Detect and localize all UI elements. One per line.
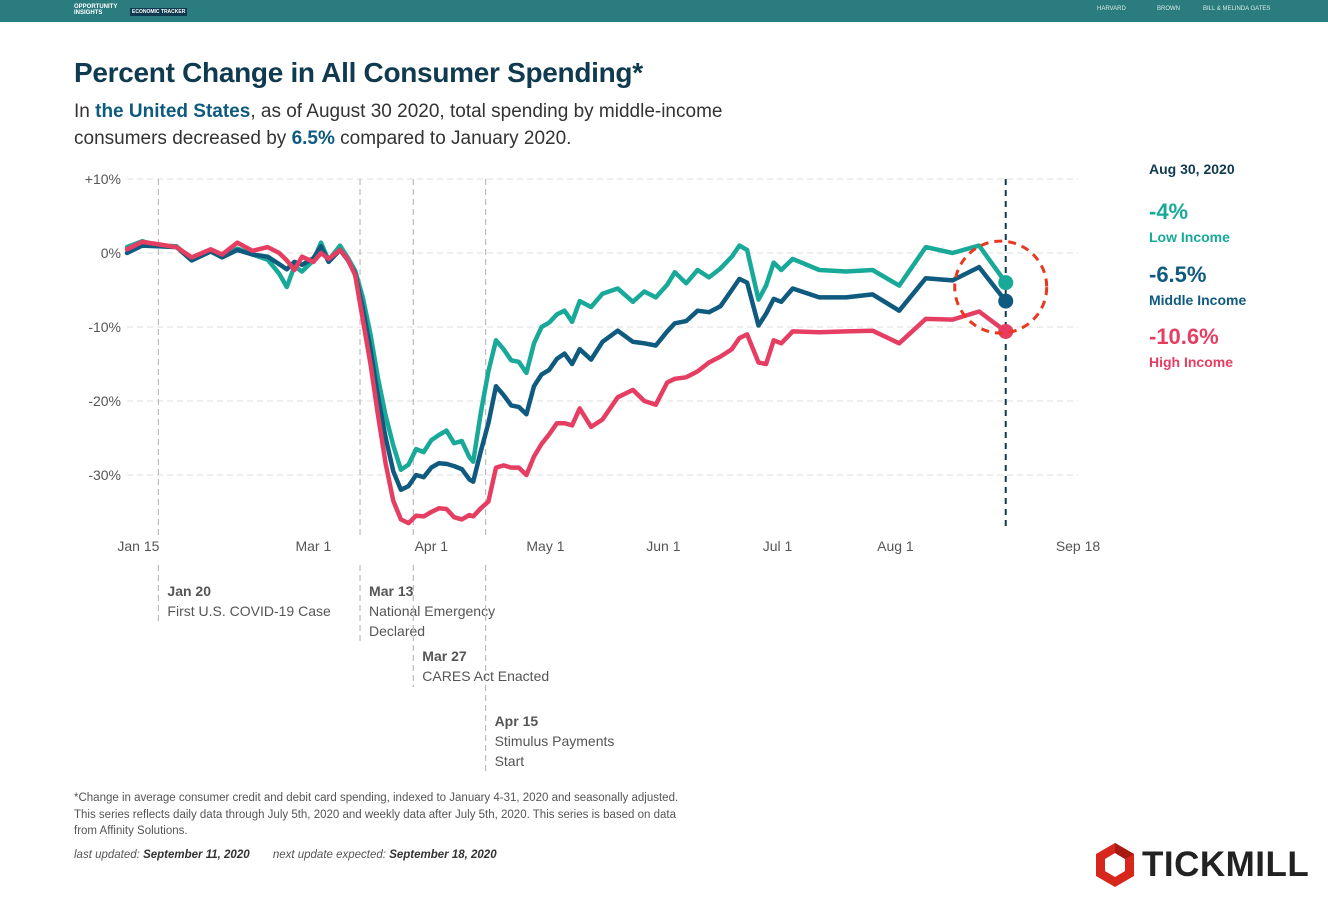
y-tick-label: -20% [88,393,121,409]
logo-line2: INSIGHTS [74,10,103,16]
y-tick-label: +10% [85,171,121,187]
subtitle-percent: 6.5% [291,128,335,149]
event-date: Apr 15 [495,713,539,729]
y-tick-label: -30% [88,467,121,483]
high-income-label: High Income [1149,354,1234,370]
low-income-line [124,238,1008,473]
high-income-value: -10.6% [1149,324,1219,349]
x-tick-label: Apr 1 [415,538,449,554]
event-label: Start [495,753,525,769]
high-income-dot [998,323,1014,339]
tracker-tag[interactable]: ECONOMIC TRACKER [130,8,188,16]
tickmill-brand: TICKMILL [1094,842,1309,888]
subtitle-region[interactable]: the United States [95,101,251,122]
y-tick-label: 0% [101,245,121,261]
middle-income-dot [998,293,1014,309]
x-tick-label: Mar 1 [295,538,331,554]
high-income-line [124,239,1008,526]
event-label: Stimulus Payments [495,733,615,749]
partner-brown: BROWN [1157,6,1180,12]
update-info: last updated: September 11, 2020 next up… [74,849,497,861]
low-income-dot [998,275,1014,291]
footnote-line2: This series reflects daily data through … [74,808,676,821]
opportunity-insights-logo[interactable]: OPPORTUNITY INSIGHTS [74,4,117,16]
event-label: First U.S. COVID-19 Case [167,603,331,619]
footnote-line3: from Affinity Solutions. [74,825,188,837]
y-tick-label: -10% [88,319,121,335]
middle-income-label: Middle Income [1149,292,1247,308]
event-date: Mar 13 [369,583,414,599]
partner-harvard: HARVARD [1097,6,1126,12]
event-label: National Emergency [369,603,495,619]
low-income-value: -4% [1149,199,1189,224]
middle-income-value: -6.5% [1149,262,1207,287]
subtitle-part1: In [74,101,96,122]
partner-gates: BILL & MELINDA GATES [1203,6,1271,12]
last-updated-value: September 11, 2020 [143,849,250,861]
page-title: Percent Change in All Consumer Spending* [74,57,643,88]
footnote-line1: *Change in average consumer credit and d… [74,792,679,804]
event-label: Declared [369,623,425,639]
next-update-label: next update expected: [272,849,390,861]
event-date: Jan 20 [167,583,211,599]
x-tick-label: Sep 18 [1056,538,1101,554]
low-income-label: Low Income [1149,229,1230,245]
last-updated-label: last updated: [74,849,144,861]
x-tick-label: Aug 1 [877,538,914,554]
x-tick-label: Jul 1 [763,538,793,554]
subtitle-part2: , as of August 30 2020, total spending b… [74,101,723,149]
footnote: *Change in average consumer credit and d… [74,790,724,840]
next-update-value: September 18, 2020 [389,849,497,861]
brand-name: TICKMILL [1142,845,1310,884]
x-tick-label: Jun 1 [646,538,680,554]
tickmill-logo-icon [1096,843,1134,887]
subtitle: In the United States, as of August 30 20… [74,98,794,152]
middle-income-line [124,243,1008,493]
x-tick-label: Jan 15 [117,538,159,554]
highlight-circle [953,239,1049,335]
subtitle-part3: compared to January 2020. [334,128,572,149]
event-date: Mar 27 [422,648,467,664]
logo-line1: OPPORTUNITY [74,4,118,10]
side-date: Aug 30, 2020 [1149,161,1235,177]
top-bar: OPPORTUNITY INSIGHTS ECONOMIC TRACKER HA… [0,0,1328,22]
x-tick-label: May 1 [526,538,564,554]
